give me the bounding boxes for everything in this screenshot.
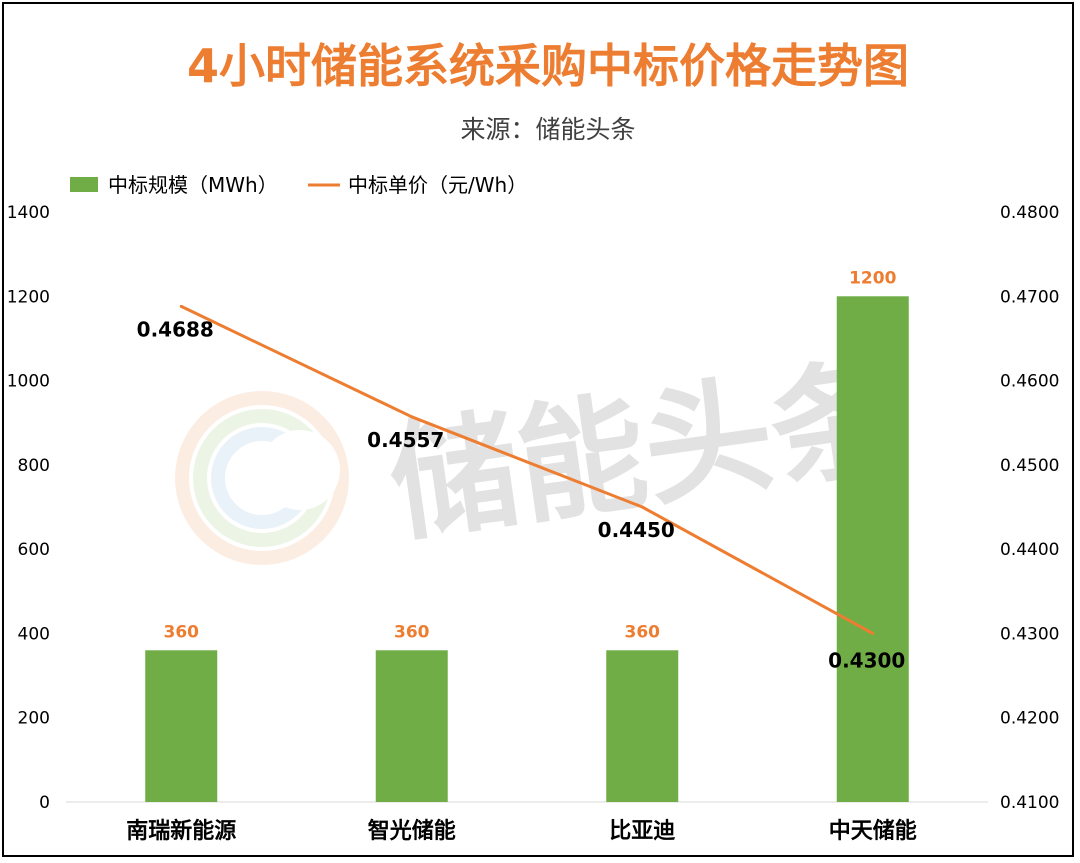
y-right-tick-label: 0.4300	[1000, 624, 1059, 644]
legend-line-label: 中标单价（元/Wh）	[348, 173, 527, 197]
bar-value-label: 360	[164, 622, 200, 642]
price-point	[871, 631, 875, 635]
chart-title: 4小时储能系统采购中标价格走势图	[187, 39, 909, 93]
x-category-label: 比亚迪	[609, 819, 675, 844]
y-left-tick-label: 1400	[7, 203, 50, 223]
y-left-tick-label: 400	[18, 624, 50, 644]
y-left-tick-label: 1000	[7, 372, 50, 392]
price-value-label: 0.4557	[367, 428, 444, 452]
y-right-tick-label: 0.4200	[1000, 709, 1059, 729]
y-right-tick-label: 0.4600	[1000, 372, 1059, 392]
price-point	[640, 505, 644, 509]
price-point	[410, 415, 414, 419]
bar	[836, 296, 909, 802]
y-right-tick-label: 0.4500	[1000, 456, 1059, 476]
price-value-label: 0.4688	[137, 317, 214, 341]
watermark-logo-icon	[175, 391, 349, 565]
bar	[375, 650, 448, 802]
x-category-label: 中天储能	[829, 818, 917, 844]
x-category-label: 智光储能	[368, 818, 456, 844]
legend: 中标规模（MWh） 中标单价（元/Wh）	[70, 173, 527, 197]
y-right-tick-label: 0.4400	[1000, 540, 1059, 560]
price-value-label: 0.4300	[828, 648, 905, 672]
y-right-tick-label: 0.4100	[1000, 793, 1059, 813]
x-category-label: 南瑞新能源	[126, 818, 236, 844]
y-left-tick-label: 800	[18, 456, 50, 476]
y-left-tick-label: 1200	[7, 287, 50, 307]
bar-value-label: 1200	[849, 268, 896, 288]
legend-bar-swatch	[70, 177, 98, 192]
bar	[145, 650, 218, 802]
y-left-tick-label: 200	[18, 709, 50, 729]
y-right-tick-label: 0.4800	[1000, 203, 1059, 223]
bar-value-label: 360	[625, 622, 661, 642]
y-left-tick-label: 600	[18, 540, 50, 560]
watermark: 储能头条	[175, 342, 909, 565]
y-right-tick-label: 0.4700	[1000, 287, 1059, 307]
bar	[606, 650, 679, 802]
price-point	[179, 304, 183, 308]
legend-bar-label: 中标规模（MWh）	[108, 173, 278, 197]
bar-value-label: 360	[394, 622, 430, 642]
price-value-label: 0.4450	[598, 518, 675, 542]
y-left-tick-label: 0	[39, 793, 50, 813]
price-line	[180, 305, 874, 635]
chart-subtitle: 来源：储能头条	[460, 115, 635, 144]
